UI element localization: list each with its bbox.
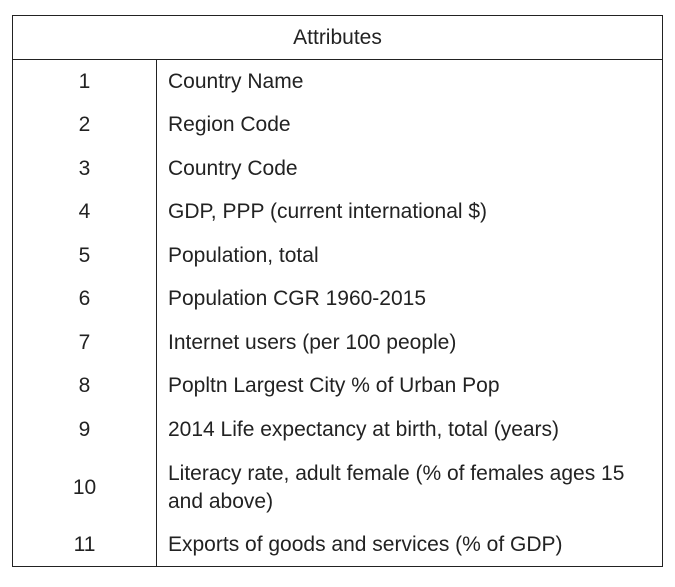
table-row: 7 Internet users (per 100 people) bbox=[13, 321, 662, 365]
attribute-label: GDP, PPP (current international $) bbox=[168, 200, 488, 224]
attribute-label: Literacy rate, adult female (% of female… bbox=[168, 461, 625, 513]
attribute-label: Population CGR 1960-2015 bbox=[168, 287, 427, 311]
attribute-label: Internet users (per 100 people) bbox=[168, 330, 457, 354]
table-header: Attributes bbox=[13, 16, 662, 60]
table-row: 3 Country Code bbox=[13, 147, 662, 191]
attribute-label: Population, total bbox=[168, 243, 319, 267]
row-number: 7 bbox=[78, 330, 91, 354]
attribute-label: Region Code bbox=[168, 113, 291, 137]
row-number: 2 bbox=[78, 113, 91, 137]
column-divider bbox=[156, 60, 157, 566]
table-row: 1 Country Name bbox=[13, 60, 662, 104]
row-number: 4 bbox=[78, 200, 91, 224]
attribute-label: Exports of goods and services (% of GDP) bbox=[168, 532, 563, 556]
attributes-table: Attributes 1 Country Name 2 Region Code … bbox=[12, 15, 663, 567]
row-number: 1 bbox=[78, 69, 91, 93]
table-row: 10 Literacy rate, adult female (% of fem… bbox=[13, 452, 662, 524]
table-row: 8 Popltn Largest City % of Urban Pop bbox=[13, 365, 662, 409]
attribute-label: Popltn Largest City % of Urban Pop bbox=[168, 374, 500, 398]
table-body: 1 Country Name 2 Region Code 3 Country C… bbox=[13, 60, 662, 566]
table-row: 2 Region Code bbox=[13, 104, 662, 148]
table-row: 4 GDP, PPP (current international $) bbox=[13, 191, 662, 235]
row-number: 10 bbox=[72, 475, 97, 499]
table-row: 11 Exports of goods and services (% of G… bbox=[13, 524, 662, 567]
table-row: 9 2014 Life expectancy at birth, total (… bbox=[13, 408, 662, 452]
attribute-label: Country Name bbox=[168, 69, 304, 93]
row-number: 3 bbox=[78, 156, 91, 180]
row-number: 8 bbox=[78, 374, 91, 398]
attribute-label: Country Code bbox=[168, 156, 298, 180]
table-row: 5 Population, total bbox=[13, 234, 662, 278]
row-number: 5 bbox=[78, 243, 91, 267]
attribute-label: 2014 Life expectancy at birth, total (ye… bbox=[168, 417, 560, 441]
row-number: 11 bbox=[73, 532, 96, 556]
row-number: 6 bbox=[78, 287, 91, 311]
table-row: 6 Population CGR 1960-2015 bbox=[13, 278, 662, 322]
row-number: 9 bbox=[78, 417, 91, 441]
